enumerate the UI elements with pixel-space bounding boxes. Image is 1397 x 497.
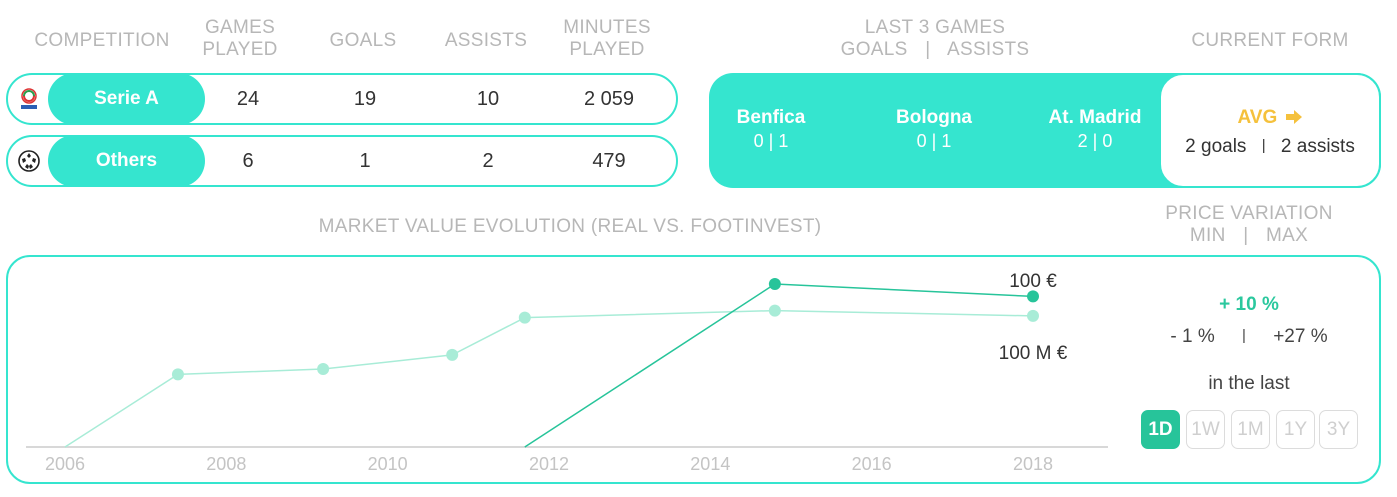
chart-annotation-top: 100 € [1009, 271, 1057, 292]
last-game-team: At. Madrid [1048, 107, 1142, 128]
header-assists-label: ASSISTS [947, 39, 1030, 60]
real-value-point[interactable] [768, 304, 781, 317]
footinvest-value-point[interactable] [768, 278, 781, 291]
last-game-score: 0 | 1 [916, 131, 952, 151]
current-form-panel: AVG 2 goals | 2 assists [1159, 73, 1381, 188]
x-tick-label: 2006 [45, 454, 85, 474]
header-goals-assists: GOALS | ASSISTS [820, 39, 1050, 61]
header-market-value: MARKET VALUE EVOLUTION (REAL VS. FOOTINV… [318, 216, 822, 237]
header-last-games-title: LAST 3 GAMES [864, 17, 1006, 38]
price-min: - 1 % [1170, 326, 1215, 347]
real-value-point[interactable] [171, 368, 184, 381]
chart-annotation-bottom: 100 M € [999, 343, 1068, 364]
real-value-point[interactable] [518, 311, 531, 324]
avg-separator: | [1261, 137, 1266, 154]
games-played-value: 6 [242, 150, 254, 172]
header-price-variation-title: PRICE VARIATION [1165, 203, 1333, 224]
period-button-1d[interactable]: 1D [1141, 410, 1180, 449]
x-tick-label: 2008 [206, 454, 246, 474]
goals-value: 19 [353, 88, 377, 110]
price-min-max: - 1 % | +27 % [1140, 326, 1358, 348]
x-tick-label: 2014 [690, 454, 730, 474]
arrow-right-icon [1285, 109, 1303, 131]
last-game-team: Benfica [736, 107, 806, 128]
x-tick-label: 2010 [368, 454, 408, 474]
header-games-played-line2: PLAYED [202, 39, 278, 60]
period-button-3y[interactable]: 3Y [1319, 410, 1358, 449]
games-played-value: 24 [236, 88, 260, 110]
last-game-item[interactable]: Bologna 0 | 1 [859, 106, 1009, 152]
header-competition: COMPETITION [34, 30, 170, 51]
serie-a-logo-icon [16, 86, 42, 112]
header-games-played: GAMES PLAYED [180, 17, 300, 61]
header-price-variation: PRICE VARIATION MIN | MAX [1140, 203, 1358, 247]
x-tick-label: 2012 [529, 454, 569, 474]
header-goals: GOALS [329, 30, 397, 51]
real-value-point[interactable] [317, 363, 330, 376]
header-minutes-played-line2: PLAYED [569, 39, 645, 60]
x-tick-label: 2018 [1013, 454, 1053, 474]
avg-values: 2 goals | 2 assists [1161, 134, 1379, 159]
avg-label: AVG [1237, 107, 1278, 128]
header-min-label: MIN [1189, 225, 1226, 246]
price-max: +27 % [1273, 326, 1328, 347]
header-games-played-line1: GAMES [204, 17, 276, 38]
real-value-line [64, 309, 1034, 448]
last-game-score: 0 | 1 [753, 131, 789, 151]
period-button-1m[interactable]: 1M [1231, 410, 1270, 449]
champions-league-ball-icon [16, 148, 42, 174]
stats-row-others[interactable]: Others 6 1 2 479 [6, 135, 678, 187]
price-change: + 10 % [1219, 294, 1279, 315]
stats-row-serie-a[interactable]: Serie A 24 19 10 2 059 [6, 73, 678, 125]
header-separator: | [1243, 225, 1249, 246]
competition-pill-others[interactable]: Others [48, 135, 205, 187]
last-game-score: 2 | 0 [1077, 131, 1113, 151]
x-tick-label: 2016 [852, 454, 892, 474]
header-minutes-played-line1: MINUTES [563, 17, 651, 38]
header-separator: | [925, 39, 931, 60]
avg-assists: 2 assists [1280, 136, 1355, 157]
header-goals-label: GOALS [840, 39, 908, 60]
header-current-form: CURRENT FORM [1191, 30, 1349, 51]
competition-pill-serie-a[interactable]: Serie A [48, 73, 205, 125]
minutes-played-value: 2 059 [583, 88, 635, 110]
last-game-team: Bologna [896, 107, 972, 128]
real-value-point[interactable] [446, 348, 459, 361]
assists-value: 10 [476, 88, 500, 110]
last-game-item[interactable]: Benfica 0 | 1 [696, 106, 846, 152]
period-button-1y[interactable]: 1Y [1276, 410, 1315, 449]
assists-value: 2 [482, 150, 494, 172]
goals-value: 1 [359, 150, 371, 172]
footinvest-value-point[interactable] [1027, 290, 1039, 303]
last-game-item[interactable]: At. Madrid 2 | 0 [1020, 106, 1170, 152]
avg-label-row: AVG [1161, 107, 1379, 131]
header-assists: ASSISTS [444, 30, 528, 51]
avg-goals: 2 goals [1185, 136, 1247, 157]
market-value-chart: 2006 2008 2010 2012 2014 2016 2018 100 € 100 M… [26, 271, 1108, 474]
header-min-max: MIN | MAX [1140, 225, 1358, 247]
header-minutes-played: MINUTES PLAYED [547, 17, 667, 61]
header-max-label: MAX [1266, 225, 1309, 246]
price-separator: | [1242, 327, 1246, 344]
in-the-last-label: in the last [1208, 373, 1290, 394]
header-last-games: LAST 3 GAMES GOALS | ASSISTS [820, 17, 1050, 61]
real-value-point[interactable] [1027, 309, 1039, 322]
minutes-played-value: 479 [592, 150, 626, 172]
period-button-1w[interactable]: 1W [1186, 410, 1225, 449]
